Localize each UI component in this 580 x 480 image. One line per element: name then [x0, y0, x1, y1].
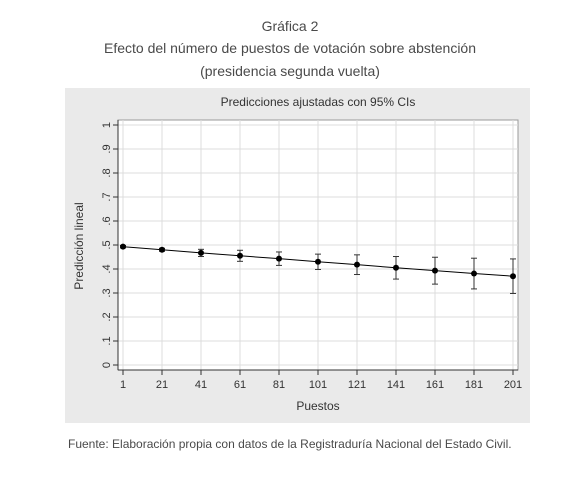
figure-subtitle: (presidencia segunda vuelta) — [200, 63, 380, 79]
y-tick-label: .7 — [101, 192, 113, 201]
x-axis-label: Puestos — [296, 399, 339, 413]
y-tick-label: 1 — [101, 122, 113, 128]
x-tick-label: 101 — [309, 379, 327, 391]
data-point — [393, 264, 399, 271]
data-point — [237, 252, 243, 259]
y-tick-label: .6 — [101, 216, 113, 225]
x-tick-label: 121 — [348, 379, 366, 391]
y-tick-label: 0 — [101, 362, 113, 368]
source-note: Fuente: Elaboración propia con datos de … — [68, 437, 512, 451]
data-point — [432, 267, 438, 274]
y-tick-label: .1 — [101, 336, 113, 345]
data-point — [276, 255, 282, 262]
y-tick-label: .5 — [101, 240, 113, 249]
y-tick-label: .2 — [101, 312, 113, 321]
y-tick-label: .8 — [101, 168, 113, 177]
chart-panel: Predicciones ajustadas con 95% CIs Puest… — [65, 88, 530, 423]
data-point — [198, 249, 204, 256]
figure-title: Efecto del número de puestos de votación… — [103, 40, 477, 56]
x-tick-label: 141 — [387, 379, 405, 391]
plot-title: Predicciones ajustadas con 95% CIs — [221, 95, 416, 109]
x-tick-label: 181 — [465, 379, 483, 391]
axes: 0.1.2.3.4.5.6.7.8.911 21 41 61 81 101 121 141 16… — [101, 120, 522, 391]
x-tick-label: 41 — [195, 379, 207, 391]
data-point — [510, 273, 516, 280]
y-axis-label: Predicción lineal — [72, 202, 86, 289]
chart-svg: Predicciones ajustadas con 95% CIs Puest… — [72, 95, 522, 413]
y-tick-label: .3 — [101, 288, 113, 297]
y-tick-label: .4 — [101, 264, 113, 273]
data-point — [315, 258, 321, 265]
data-point — [354, 261, 360, 268]
data-point — [120, 243, 126, 250]
x-tick-label: 161 — [426, 379, 444, 391]
figure-number: Gráfica 2 — [261, 18, 319, 34]
series — [120, 243, 516, 294]
x-tick-label: 201 — [504, 379, 522, 391]
x-tick-label: 81 — [273, 379, 285, 391]
x-tick-label: 61 — [234, 379, 246, 391]
data-point — [471, 270, 477, 277]
y-tick-label: .9 — [101, 144, 113, 153]
data-point — [159, 246, 165, 253]
x-tick-label: 21 — [156, 379, 168, 391]
x-tick-label: 1 — [120, 379, 126, 391]
